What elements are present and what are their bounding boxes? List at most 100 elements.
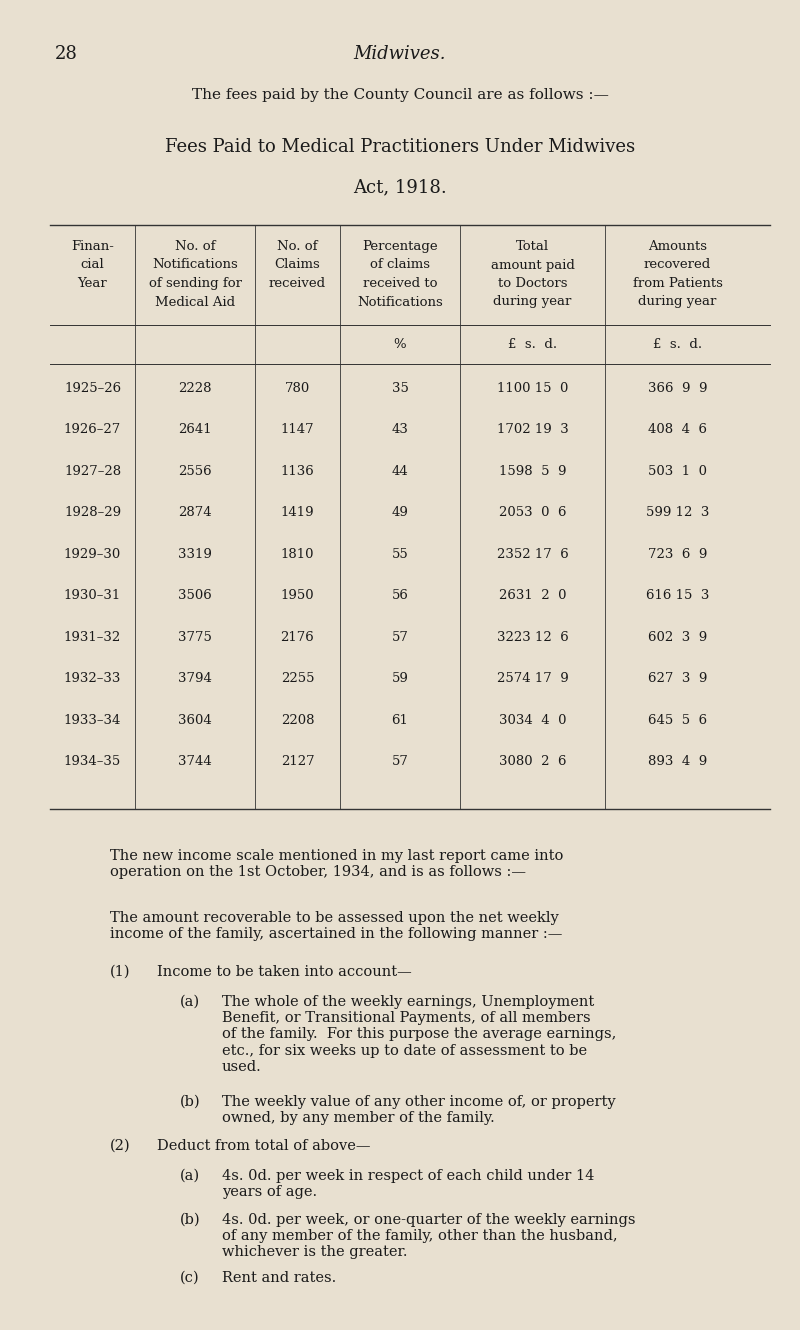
Text: (b): (b) <box>180 1095 201 1109</box>
Text: 3744: 3744 <box>178 755 212 769</box>
Text: 1934–35: 1934–35 <box>64 755 121 769</box>
Text: Rent and rates.: Rent and rates. <box>222 1271 336 1285</box>
Text: 59: 59 <box>391 673 409 685</box>
Text: 1928–29: 1928–29 <box>64 507 121 520</box>
Text: 2255: 2255 <box>281 673 314 685</box>
Text: 1100 15  0: 1100 15 0 <box>497 382 568 395</box>
Text: amount paid: amount paid <box>490 258 574 271</box>
Text: 28: 28 <box>55 45 78 63</box>
Text: The new income scale mentioned in my last report came into
operation on the 1st : The new income scale mentioned in my las… <box>110 849 563 879</box>
Text: 1931–32: 1931–32 <box>64 630 121 644</box>
Text: £  s.  d.: £ s. d. <box>508 338 557 351</box>
Text: Act, 1918.: Act, 1918. <box>353 178 447 196</box>
Text: 366  9  9: 366 9 9 <box>648 382 707 395</box>
Text: 1926–27: 1926–27 <box>64 423 121 436</box>
Text: 2874: 2874 <box>178 507 212 520</box>
Text: 4s. 0d. per week in respect of each child under 14
years of age.: 4s. 0d. per week in respect of each chil… <box>222 1169 594 1200</box>
Text: during year: during year <box>494 295 572 309</box>
Text: Total: Total <box>516 239 549 253</box>
Text: Year: Year <box>78 277 107 290</box>
Text: (b): (b) <box>180 1213 201 1228</box>
Text: The whole of the weekly earnings, Unemployment
Benefit, or Transitional Payments: The whole of the weekly earnings, Unempl… <box>222 995 616 1073</box>
Text: (a): (a) <box>180 1169 200 1182</box>
Text: 1810: 1810 <box>281 548 314 561</box>
Text: (1): (1) <box>110 966 130 979</box>
Text: 780: 780 <box>285 382 310 395</box>
Text: Amounts: Amounts <box>648 239 707 253</box>
Text: £  s.  d.: £ s. d. <box>653 338 702 351</box>
Text: 893  4  9: 893 4 9 <box>648 755 707 769</box>
Text: 408  4  6: 408 4 6 <box>648 423 707 436</box>
Text: 3794: 3794 <box>178 673 212 685</box>
Text: The amount recoverable to be assessed upon the net weekly
income of the family, : The amount recoverable to be assessed up… <box>110 911 562 942</box>
Text: 2641: 2641 <box>178 423 212 436</box>
Text: 1950: 1950 <box>281 589 314 602</box>
Text: Notifications: Notifications <box>152 258 238 271</box>
Text: 3034  4  0: 3034 4 0 <box>498 714 566 728</box>
Text: 3604: 3604 <box>178 714 212 728</box>
Text: (c): (c) <box>180 1271 200 1285</box>
Text: 3506: 3506 <box>178 589 212 602</box>
Text: 1419: 1419 <box>281 507 314 520</box>
Text: 645  5  6: 645 5 6 <box>648 714 707 728</box>
Text: 1598  5  9: 1598 5 9 <box>498 465 566 477</box>
Text: (a): (a) <box>180 995 200 1009</box>
Text: 602  3  9: 602 3 9 <box>648 630 707 644</box>
Text: 57: 57 <box>391 755 409 769</box>
Text: 503  1  0: 503 1 0 <box>648 465 707 477</box>
Text: 2228: 2228 <box>178 382 212 395</box>
Text: 1925–26: 1925–26 <box>64 382 121 395</box>
Text: The weekly value of any other income of, or property
owned, by any member of the: The weekly value of any other income of,… <box>222 1095 616 1125</box>
Text: 55: 55 <box>392 548 408 561</box>
Text: No. of: No. of <box>278 239 318 253</box>
Text: cial: cial <box>81 258 104 271</box>
Text: 1932–33: 1932–33 <box>64 673 121 685</box>
Text: 2631  2  0: 2631 2 0 <box>498 589 566 602</box>
Text: 4s. 0d. per week, or one-quarter of the weekly earnings
of any member of the fam: 4s. 0d. per week, or one-quarter of the … <box>222 1213 635 1260</box>
Text: 43: 43 <box>391 423 409 436</box>
Text: 49: 49 <box>391 507 409 520</box>
Text: 57: 57 <box>391 630 409 644</box>
Text: of claims: of claims <box>370 258 430 271</box>
Text: The fees paid by the County Council are as follows :—: The fees paid by the County Council are … <box>191 88 609 102</box>
Text: from Patients: from Patients <box>633 277 722 290</box>
Text: Notifications: Notifications <box>357 295 443 309</box>
Text: received: received <box>269 277 326 290</box>
Text: 3223 12  6: 3223 12 6 <box>497 630 568 644</box>
Text: 723  6  9: 723 6 9 <box>648 548 707 561</box>
Text: 2556: 2556 <box>178 465 212 477</box>
Text: during year: during year <box>638 295 717 309</box>
Text: 1929–30: 1929–30 <box>64 548 121 561</box>
Text: 2127: 2127 <box>281 755 314 769</box>
Text: 61: 61 <box>391 714 409 728</box>
Text: Midwives.: Midwives. <box>354 45 446 63</box>
Text: 3080  2  6: 3080 2 6 <box>498 755 566 769</box>
Text: 2574 17  9: 2574 17 9 <box>497 673 568 685</box>
Text: 1927–28: 1927–28 <box>64 465 121 477</box>
Text: No. of: No. of <box>174 239 215 253</box>
Text: of sending for: of sending for <box>149 277 242 290</box>
Text: 44: 44 <box>392 465 408 477</box>
Text: Finan-: Finan- <box>71 239 114 253</box>
Text: 599 12  3: 599 12 3 <box>646 507 709 520</box>
Text: 1147: 1147 <box>281 423 314 436</box>
Text: Percentage: Percentage <box>362 239 438 253</box>
Text: 1136: 1136 <box>281 465 314 477</box>
Text: 3775: 3775 <box>178 630 212 644</box>
Text: 2208: 2208 <box>281 714 314 728</box>
Text: 1702 19  3: 1702 19 3 <box>497 423 568 436</box>
Text: 616 15  3: 616 15 3 <box>646 589 709 602</box>
Text: recovered: recovered <box>644 258 711 271</box>
Text: 1933–34: 1933–34 <box>64 714 121 728</box>
Text: to Doctors: to Doctors <box>498 277 567 290</box>
Text: Deduct from total of above—: Deduct from total of above— <box>157 1138 370 1153</box>
Text: Medical Aid: Medical Aid <box>155 295 235 309</box>
Text: 3319: 3319 <box>178 548 212 561</box>
Text: 2352 17  6: 2352 17 6 <box>497 548 568 561</box>
Text: 1930–31: 1930–31 <box>64 589 121 602</box>
Text: Income to be taken into account—: Income to be taken into account— <box>157 966 412 979</box>
Text: received to: received to <box>362 277 438 290</box>
Text: 35: 35 <box>391 382 409 395</box>
Text: 2053  0  6: 2053 0 6 <box>498 507 566 520</box>
Text: 56: 56 <box>391 589 409 602</box>
